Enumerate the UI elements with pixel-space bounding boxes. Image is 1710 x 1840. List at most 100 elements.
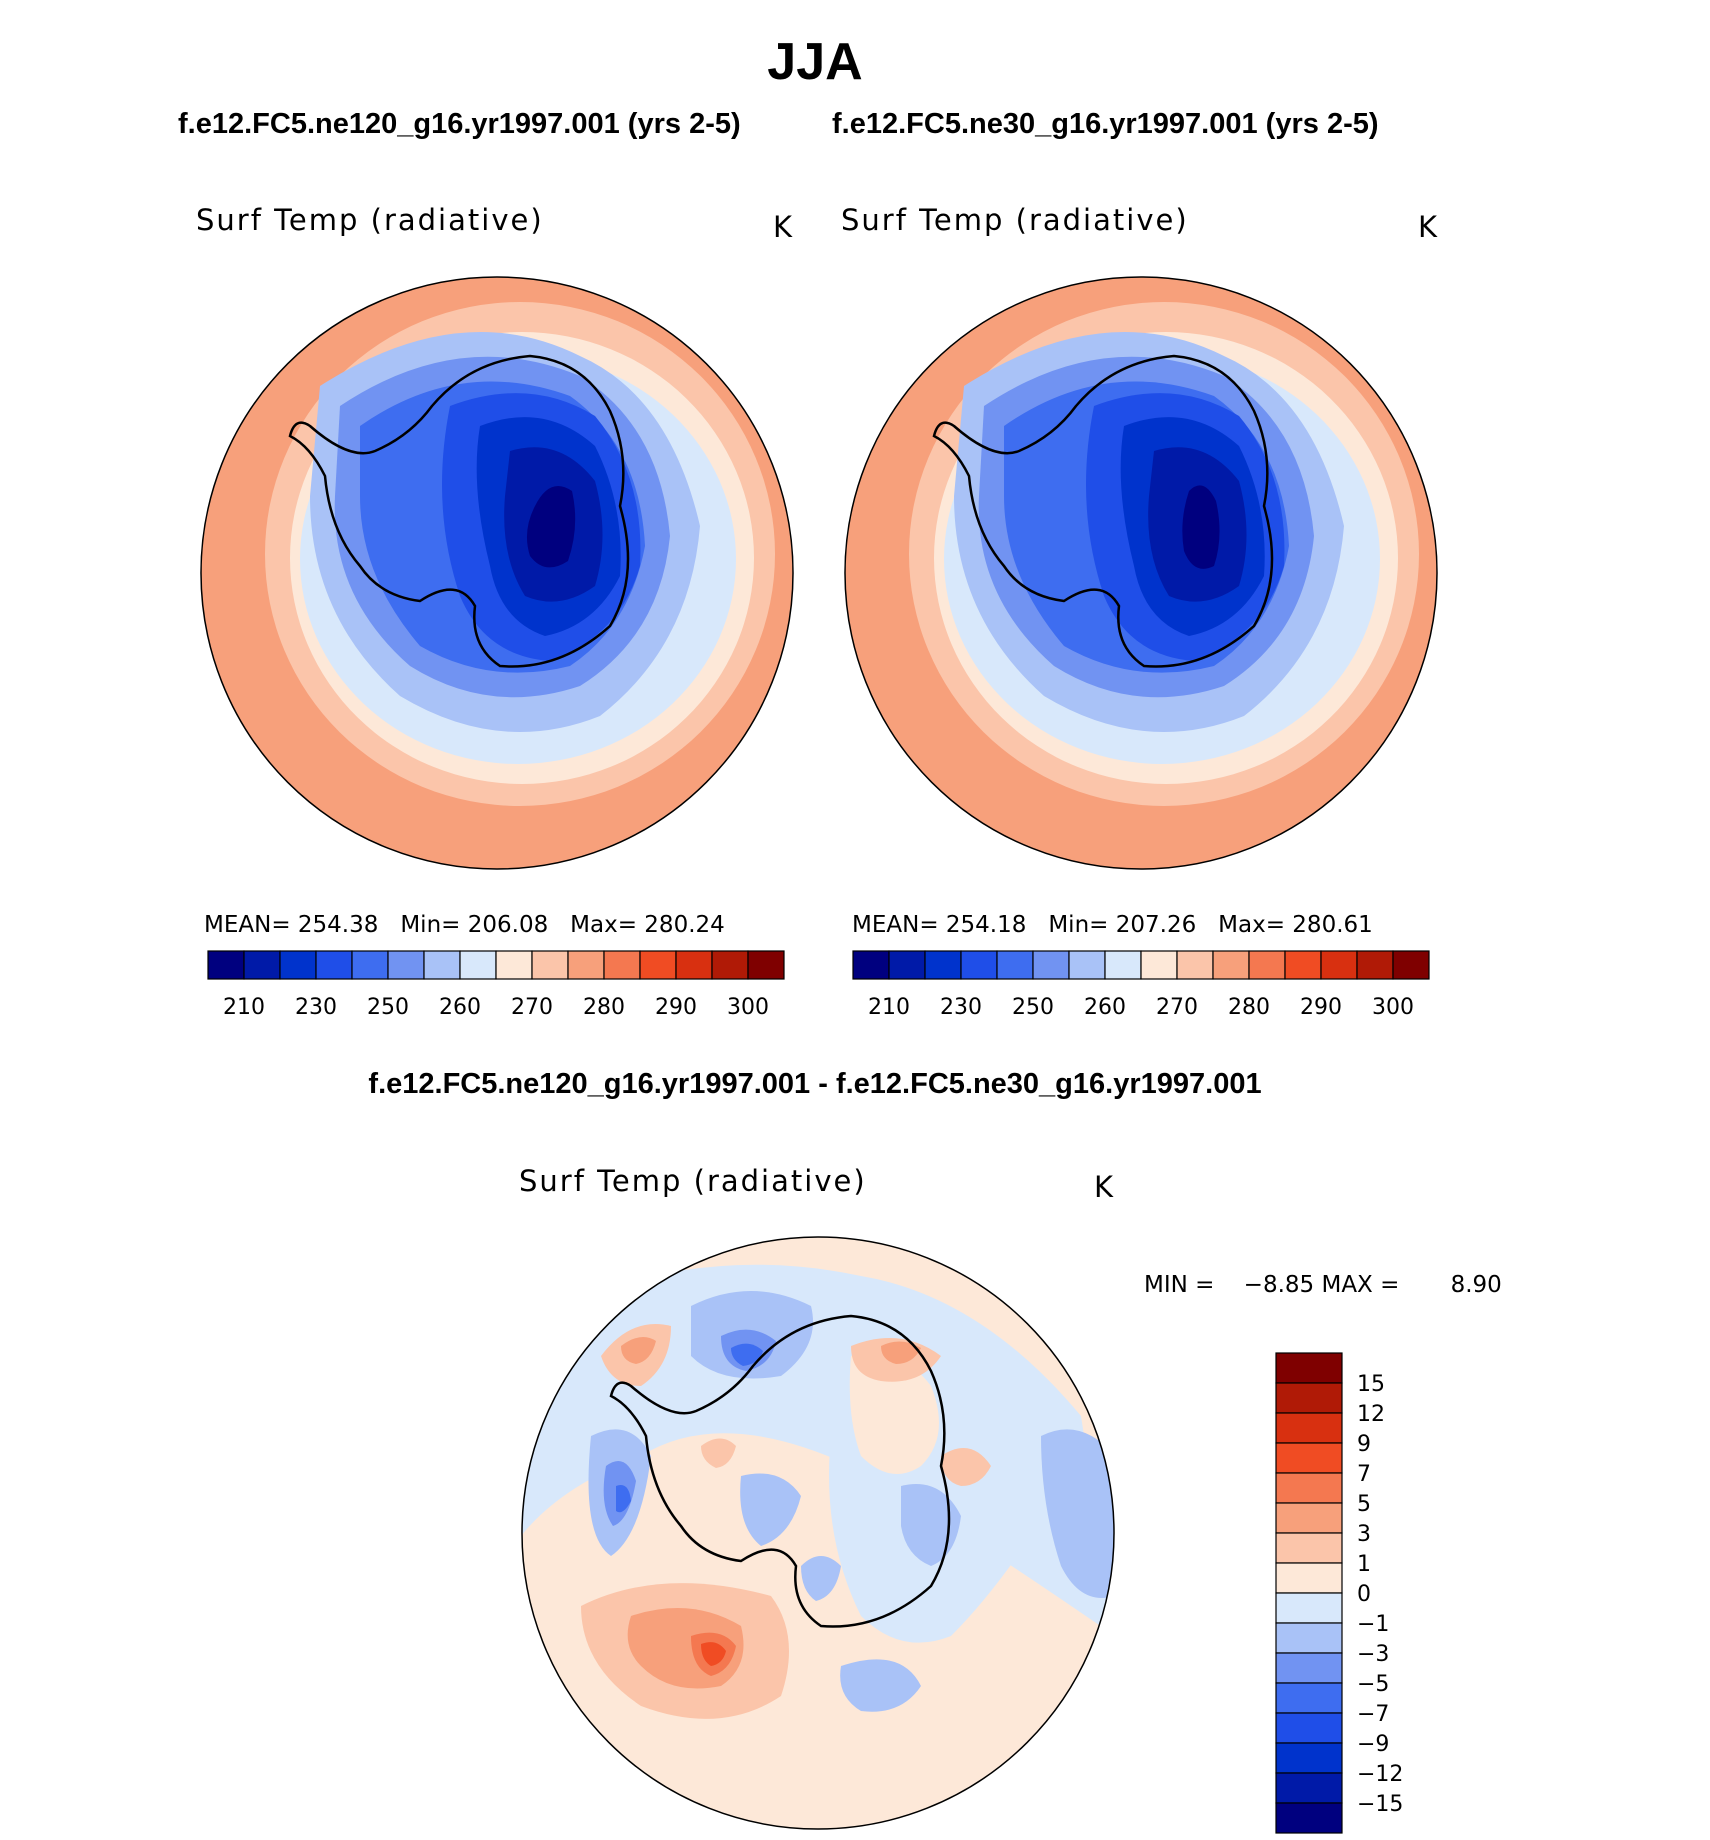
colorbar-panel2-swatch [1140, 950, 1178, 980]
colorbar-diff-swatch [1275, 1382, 1343, 1414]
colorbar-diff-swatch [1275, 1742, 1343, 1774]
colorbar-panel1-tick-label: 260 [439, 995, 481, 1020]
colorbar-panel1-tick-label: 210 [223, 995, 265, 1020]
colorbar-panel2-swatch [1104, 950, 1142, 980]
colorbar-panel1-swatch [279, 950, 317, 980]
panel2-mean-label: MEAN= [852, 912, 939, 938]
colorbar-diff-tick-label: 15 [1357, 1372, 1385, 1397]
colorbar-panel1-swatch [351, 950, 389, 980]
panel2-stats: MEAN= 254.18 Min= 207.26 Max= 280.61 [852, 912, 1373, 938]
colorbar-diff-tick-label: −15 [1357, 1792, 1403, 1817]
colorbar-panel2-tick-label: 290 [1300, 995, 1342, 1020]
colorbar-panel2-swatch [1356, 950, 1394, 980]
map-panel2 [844, 276, 1438, 870]
colorbar-panel1-swatch [243, 950, 281, 980]
colorbar-panel1-tick-label: 230 [295, 995, 337, 1020]
diff-units-label: K [1094, 1170, 1116, 1204]
colorbar-panel2-swatch [1032, 950, 1070, 980]
colorbar-panel2-swatch [888, 950, 926, 980]
colorbar-diff-tick-label: −12 [1357, 1762, 1403, 1787]
colorbar-panel1-swatch [711, 950, 749, 980]
colorbar-diff-tick-label: 1 [1357, 1552, 1371, 1577]
panel2-max-value: 280.61 [1292, 912, 1373, 938]
colorbar-panel2-tick-label: 280 [1228, 995, 1270, 1020]
panel1-variable-label: Surf Temp (radiative) [196, 203, 544, 237]
colorbar-diff-tick-label: 12 [1357, 1402, 1385, 1427]
panel1-min-value: 206.08 [467, 912, 549, 938]
colorbar-panel2-swatch [1320, 950, 1358, 980]
colorbar-diff-tick-label: 7 [1357, 1462, 1371, 1487]
colorbar-panel2-swatch [1284, 950, 1322, 980]
colorbar-panel2-tick-label: 230 [940, 995, 982, 1020]
colorbar-diff-swatch [1275, 1412, 1343, 1444]
colorbar-diff-tick-label: 3 [1357, 1522, 1371, 1547]
panel2-min-label: Min= [1048, 912, 1109, 938]
diff-minmax: MIN = −8.85 MAX = 8.90 [1144, 1272, 1502, 1298]
colorbar-panel2-swatch [852, 950, 890, 980]
panel1-max-label: Max= [570, 912, 637, 938]
colorbar-diff-tick-label: 0 [1357, 1582, 1371, 1607]
colorbar-diff-tick-label: −5 [1357, 1672, 1389, 1697]
colorbar-diff-swatch [1275, 1592, 1343, 1624]
map-diff [521, 1236, 1115, 1830]
panel2-min-value: 207.26 [1115, 912, 1197, 938]
colorbar-diff-swatch [1275, 1622, 1343, 1654]
colorbar-diff-tick-label: −1 [1357, 1612, 1389, 1637]
panel1-mean-value: 254.38 [297, 912, 379, 938]
map-panel1 [200, 276, 794, 870]
colorbar-panel1-swatch [207, 950, 245, 980]
colorbar-diff-swatch [1275, 1532, 1343, 1564]
colorbar-panel1-swatch [747, 950, 785, 980]
colorbar-diff-swatch [1275, 1772, 1343, 1804]
panel2-variable-label: Surf Temp (radiative) [841, 203, 1189, 237]
colorbar-panel2-tick-label: 250 [1012, 995, 1054, 1020]
colorbar-panel2-swatch [1212, 950, 1250, 980]
page-title: JJA [767, 33, 863, 91]
colorbar-panel2-swatch [960, 950, 998, 980]
diff-max-label: MAX = [1321, 1272, 1400, 1298]
colorbar-panel1-swatch [603, 950, 641, 980]
colorbar-panel2-tick-label: 210 [868, 995, 910, 1020]
diff-variable-label: Surf Temp (radiative) [519, 1164, 867, 1198]
colorbar-diff-swatch [1275, 1652, 1343, 1684]
colorbar-diff-swatch [1275, 1502, 1343, 1534]
panel1-mean-label: MEAN= [204, 912, 291, 938]
diff-min-value: −8.85 [1243, 1272, 1315, 1298]
colorbar-panel1-swatch [459, 950, 497, 980]
colorbar-panel1-swatch [639, 950, 677, 980]
colorbar-diff-swatch [1275, 1712, 1343, 1744]
colorbar-panel1-swatch [675, 950, 713, 980]
colorbar-panel1-tick-label: 300 [727, 995, 769, 1020]
colorbar-diff-tick-label: −9 [1357, 1732, 1389, 1757]
colorbar-panel2-tick-label: 300 [1372, 995, 1414, 1020]
colorbar-panel2: 210 230 250 260 270 280 290 300 [852, 950, 1430, 1020]
colorbar-panel1-tick-label: 290 [655, 995, 697, 1020]
colorbar-panel1-tick-label: 270 [511, 995, 553, 1020]
colorbar-panel2-swatch [1176, 950, 1214, 980]
case-title-right: f.e12.FC5.ne30_g16.yr1997.001 (yrs 2-5) [832, 108, 1379, 140]
colorbar-panel1-tick-label: 280 [583, 995, 625, 1020]
colorbar-diff-swatch [1275, 1442, 1343, 1474]
colorbar-panel2-swatch [1248, 950, 1286, 980]
colorbar-panel2-tick-label: 260 [1084, 995, 1126, 1020]
colorbar-diff-swatch [1275, 1352, 1343, 1384]
panel2-mean-value: 254.18 [945, 912, 1027, 938]
colorbar-panel1-swatch [567, 950, 605, 980]
colorbar-panel2-swatch [924, 950, 962, 980]
colorbar-panel1: 210 230 250 260 270 280 290 300 [207, 950, 785, 1020]
colorbar-diff-swatch [1275, 1562, 1343, 1594]
diff-min-label: MIN = [1144, 1272, 1215, 1298]
colorbar-panel1-swatch [387, 950, 425, 980]
panel2-units-label: K [1418, 210, 1440, 244]
colorbar-panel1-tick-label: 250 [367, 995, 409, 1020]
colorbar-panel1-swatch [315, 950, 353, 980]
colorbar-diff-swatch [1275, 1682, 1343, 1714]
colorbar-panel2-swatch [996, 950, 1034, 980]
colorbar-diff-swatch [1275, 1802, 1343, 1834]
colorbar-panel1-swatch [531, 950, 569, 980]
colorbar-diff-tick-label: 9 [1357, 1432, 1371, 1457]
colorbar-diff: 15 12 9 7 5 3 1 0 −1 −3 −5 −7 −9 −12 −15 [1275, 1352, 1403, 1834]
panel1-units-label: K [773, 210, 795, 244]
diff-title: f.e12.FC5.ne120_g16.yr1997.001 - f.e12.F… [368, 1068, 1262, 1100]
colorbar-panel2-swatch [1068, 950, 1106, 980]
